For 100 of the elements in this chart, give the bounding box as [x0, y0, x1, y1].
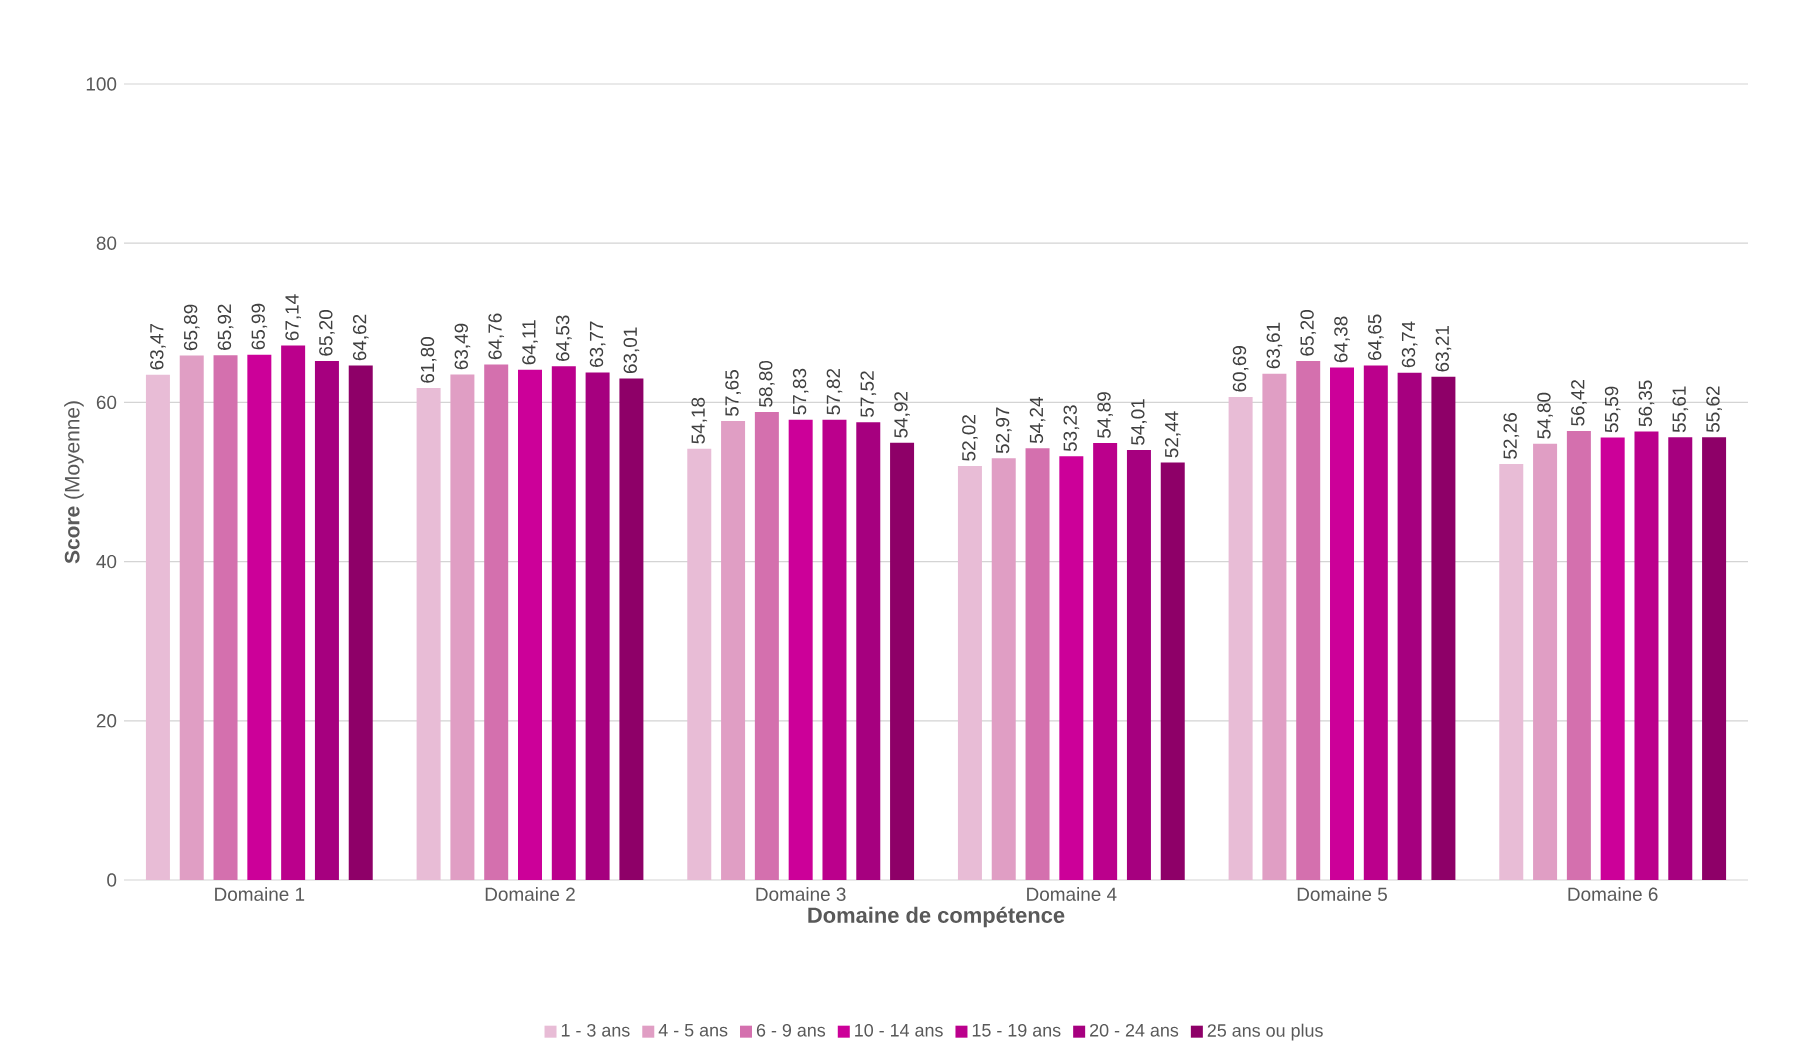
- data-label: 54,24: [1029, 397, 1046, 444]
- data-label: 52,26: [1503, 413, 1520, 459]
- data-label: 67,14: [285, 294, 301, 341]
- data-label: 65,89: [183, 304, 200, 351]
- bar: [1025, 448, 1050, 880]
- bar: [551, 366, 576, 880]
- bar: [1533, 443, 1558, 880]
- legend-label: 4 - 5 ans: [658, 1024, 728, 1037]
- data-label: 55,59: [1604, 386, 1621, 433]
- bar: [1431, 376, 1456, 880]
- bar: [1397, 372, 1422, 880]
- bar: [416, 388, 441, 880]
- bar: [247, 354, 272, 880]
- bar: [1059, 456, 1084, 880]
- y-tick-label: 80: [96, 236, 117, 250]
- legend-label: 10 - 14 ans: [855, 1023, 943, 1037]
- bar: [957, 465, 982, 880]
- data-label: 57,65: [725, 370, 741, 416]
- data-label: 57,83: [792, 368, 809, 415]
- bar: [1228, 396, 1253, 880]
- data-label: 63,74: [1401, 321, 1418, 368]
- bar: [518, 369, 542, 880]
- data-label: 64,65: [1367, 314, 1384, 361]
- bar: [145, 374, 170, 880]
- x-tick-label: Domaine 3: [756, 887, 846, 901]
- data-label: 55,61: [1672, 386, 1689, 433]
- data-label: 63,47: [150, 323, 166, 370]
- data-label: 57,82: [826, 368, 843, 415]
- data-label: 61,80: [420, 337, 437, 383]
- data-label: 58,80: [759, 360, 775, 407]
- bar: [822, 419, 847, 880]
- bar: [1363, 365, 1388, 880]
- bar: [1160, 462, 1185, 880]
- data-label: 63,77: [589, 321, 606, 368]
- x-tick-label: Domaine 4: [1027, 887, 1117, 901]
- data-label: 52,44: [1164, 411, 1181, 458]
- data-label: 56,35: [1638, 380, 1655, 427]
- data-label: 65,20: [319, 309, 335, 356]
- data-label: 65,92: [217, 304, 234, 350]
- bar: [754, 411, 779, 880]
- data-label: 63,21: [1435, 326, 1452, 372]
- bar: [1634, 431, 1659, 880]
- bar: [1499, 464, 1524, 880]
- bar: [1330, 367, 1355, 880]
- data-label: 63,01: [623, 327, 640, 374]
- data-label: 64,38: [1334, 316, 1350, 363]
- bar: [281, 345, 306, 880]
- bar: [1126, 450, 1151, 880]
- y-tick-label: 0: [107, 873, 117, 887]
- data-label: 63,61: [1266, 322, 1283, 369]
- bar: [890, 442, 915, 880]
- data-label: 55,62: [1706, 386, 1722, 433]
- bar: [1702, 437, 1727, 880]
- y-axis-title: Score (Moyenne): [64, 401, 84, 564]
- x-tick-label: Domaine 5: [1297, 887, 1387, 901]
- x-axis-title: Domaine de compétence: [808, 906, 1065, 928]
- data-label: 56,42: [1571, 380, 1587, 426]
- data-label: 54,18: [691, 397, 708, 444]
- data-label: 52,97: [995, 407, 1012, 454]
- bar: [721, 421, 746, 880]
- bar: [1600, 437, 1625, 880]
- bar: [619, 378, 644, 880]
- bar: [1262, 373, 1287, 880]
- bar: [788, 419, 813, 880]
- bar: [213, 355, 238, 880]
- data-label: 65,99: [251, 303, 268, 350]
- bar: [1093, 443, 1118, 880]
- data-label: 63,49: [454, 323, 471, 370]
- legend-label: 1 - 3 ans: [561, 1023, 630, 1037]
- data-label: 60,69: [1232, 346, 1249, 392]
- data-label: 54,01: [1131, 399, 1147, 445]
- bar: [179, 355, 204, 880]
- data-label: 64,53: [555, 315, 572, 361]
- bar: [856, 422, 881, 880]
- data-label: 64,11: [522, 320, 538, 365]
- legend-label: 6 - 9 ans: [756, 1023, 826, 1037]
- data-label: 54,80: [1537, 392, 1553, 439]
- data-label: 52,02: [962, 415, 978, 461]
- legend-label: 25 ans ou plus: [1207, 1023, 1323, 1041]
- bar: [1668, 437, 1693, 880]
- data-label: 64,62: [352, 314, 369, 361]
- bar: [1566, 430, 1591, 880]
- data-label: 57,52: [860, 371, 877, 417]
- y-tick-label: 60: [96, 395, 117, 410]
- bar: [450, 374, 475, 880]
- bar: [1296, 361, 1321, 880]
- data-label: 54,92: [894, 392, 910, 438]
- y-tick-label: 20: [96, 714, 117, 728]
- data-label: 54,89: [1097, 392, 1113, 438]
- data-label: 64,76: [488, 313, 505, 360]
- bar: [348, 365, 373, 880]
- legend-label: 20 - 24 ans: [1090, 1023, 1179, 1037]
- bar: [687, 448, 712, 880]
- legend-label: 15 - 19 ans: [972, 1023, 1061, 1037]
- x-tick-label: Domaine 2: [485, 887, 575, 901]
- x-tick-label: Domaine 1: [215, 887, 305, 901]
- bar: [991, 458, 1016, 880]
- bar: [484, 364, 509, 880]
- y-tick-label: 40: [96, 554, 117, 569]
- data-label: 53,23: [1063, 405, 1080, 452]
